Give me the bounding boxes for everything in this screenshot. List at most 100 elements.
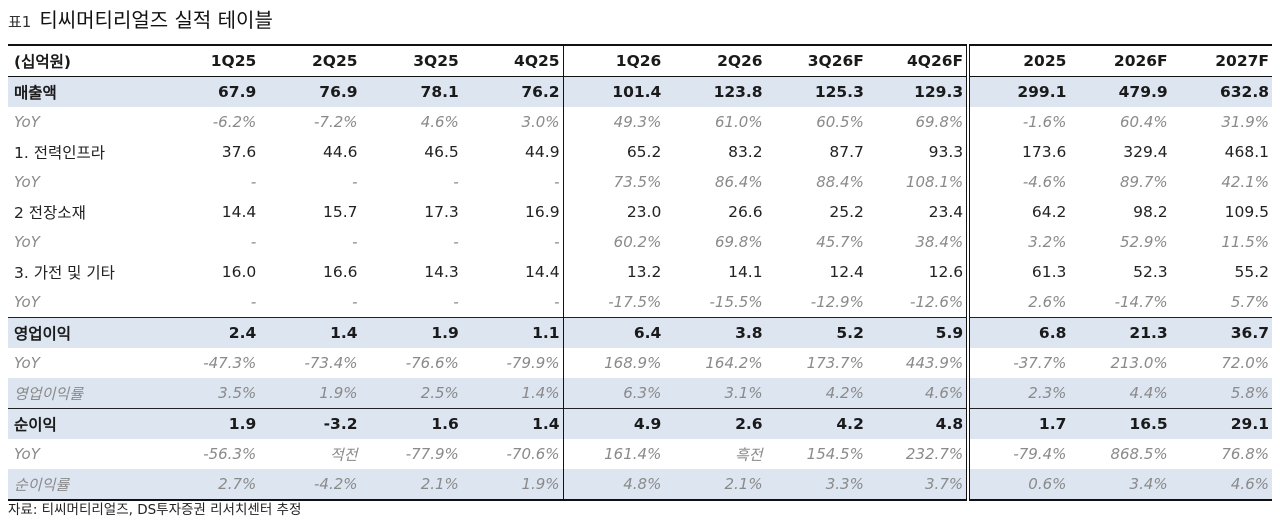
table-cell: 72.0%	[1221, 354, 1269, 372]
table-cell: 흑전	[734, 445, 763, 464]
table-cell: 14.4	[525, 263, 560, 281]
table-cell: 1.9	[158, 408, 260, 439]
table-cell: 168.9%	[562, 348, 665, 378]
header-2q25: 2Q25	[259, 44, 361, 77]
table-cell: -79.4%	[966, 439, 1070, 469]
table-cell: 1.9%	[259, 378, 361, 409]
table-cell: -	[352, 233, 358, 251]
table-cell: 17.3	[424, 203, 459, 221]
table-cell: 44.9	[525, 143, 560, 161]
table-cell: 868.5%	[1110, 445, 1168, 463]
table-cell: 4.6%	[420, 113, 459, 131]
table-row: 영업이익 2.4 1.4 1.9 1.1 6.4 3.8 5.2 5.9 6.8 21.3 36.7	[8, 317, 1272, 348]
table-cell: 76.8%	[1221, 445, 1269, 463]
table-cell: -	[453, 293, 459, 311]
table-cell: -	[453, 233, 459, 251]
table-cell: 12.6	[928, 263, 964, 281]
table-cell: 1.4%	[461, 378, 564, 409]
table-cell: 14.4	[221, 203, 257, 221]
table-cell: 21.3	[1069, 317, 1171, 348]
table-cell: -76.6%	[405, 354, 459, 372]
table-cell: 468.1	[1224, 143, 1269, 161]
table-cell: 4.2%	[765, 378, 867, 409]
table-cell: 4.4%	[1069, 378, 1171, 409]
table-cell: -	[554, 173, 560, 191]
table-cell: 11.5%	[1221, 233, 1269, 251]
table-cell: 23.4	[928, 203, 964, 221]
header-2026f: 2026F	[1069, 44, 1171, 77]
table-cell: 2.3%	[966, 378, 1070, 409]
table-cell: 2.6	[664, 408, 766, 439]
table-cell: 83.2	[728, 143, 763, 161]
table-cell: 2.7%	[158, 469, 260, 501]
table-cell: 213.0%	[1110, 354, 1168, 372]
header-3q26f: 3Q26F	[765, 44, 867, 77]
table-cell: 109.5	[1224, 203, 1269, 221]
row-label: YoY	[14, 173, 40, 191]
table-cell: 52.9%	[1120, 233, 1168, 251]
table-cell: 23.0	[562, 197, 665, 227]
table-cell: 61.0%	[714, 113, 763, 131]
table-cell: -	[554, 233, 560, 251]
row-label: 1. 전력인프라	[14, 144, 106, 162]
table-cell: 69.8%	[714, 233, 763, 251]
table-cell: 38.4%	[915, 233, 964, 251]
table-body: 매출액 67.9 76.9 78.1 76.2 101.4 123.8 125.3 129.3 2…	[8, 76, 1272, 501]
table-cell: 3.8	[664, 317, 766, 348]
table-row: 1. 전력인프라 37.6 44.6 46.5 44.9 65.2 83.2 87.7 93.3…	[8, 137, 1272, 167]
table-cell: 16.5	[1069, 408, 1171, 439]
table-cell: 329.4	[1123, 143, 1168, 161]
table-cell: 6.4	[562, 317, 665, 348]
table-cell: 37.6	[221, 143, 257, 161]
table-cell: 16.0	[221, 263, 257, 281]
row-label: 매출액	[8, 76, 158, 107]
table-cell: 3.7%	[866, 469, 969, 501]
table-cell: 129.3	[866, 76, 969, 107]
table-cell: 1.4	[259, 317, 361, 348]
header-unit: (십억원)	[8, 44, 158, 77]
table-cell: 1.1	[461, 317, 564, 348]
table-row: 2 전장소재 14.4 15.7 17.3 16.9 23.0 26.6 25.2 23.4 64…	[8, 197, 1272, 227]
row-label: YoY	[14, 113, 40, 131]
table-cell: -	[352, 173, 358, 191]
header-2q26: 2Q26	[664, 44, 766, 77]
table-cell: 123.8	[664, 76, 766, 107]
table-cell: 76.9	[259, 76, 361, 107]
row-label: 순이익	[8, 408, 158, 439]
row-label: 순이익률	[8, 469, 158, 501]
table-cell: -6.2%	[212, 113, 257, 131]
table-cell: -56.3%	[203, 445, 257, 463]
table-cell: 1.9	[360, 317, 462, 348]
table-cell: 1.9%	[461, 469, 564, 501]
table-row: YoY -6.2% -7.2% 4.6% 3.0% 49.3% 61.0% 60.5% 69.8…	[8, 107, 1272, 137]
table-cell: 3.3%	[765, 469, 867, 501]
row-label: YoY	[14, 445, 40, 463]
row-label: 3. 가전 및 기타	[14, 264, 115, 282]
table-row: YoY - - - - -17.5% -15.5% -12.9% -12.6% 2.6% -14.7…	[8, 287, 1272, 318]
table-cell: 49.3%	[562, 107, 665, 137]
table-cell: 14.1	[728, 263, 763, 281]
table-cell: 52.3	[1133, 263, 1168, 281]
table-row: YoY - - - -60.2% 69.8% 45.7% 38.4% 3.2% 52.9% 11.5…	[8, 227, 1272, 257]
header-4q26f: 4Q26F	[866, 44, 969, 77]
table-cell: 2.6%	[966, 287, 1070, 318]
table-cell: 36.7	[1170, 317, 1272, 348]
table-title: 표1 티씨머티리얼즈 실적 테이블	[8, 4, 273, 36]
table-cell: -3.2	[259, 408, 361, 439]
table-row: 영업이익률 3.5% 1.9% 2.5% 1.4% 6.3% 3.1% 4.2% 4.6% 2.3…	[8, 378, 1272, 409]
table-cell: 2.5%	[360, 378, 462, 409]
table-cell: -	[250, 233, 257, 251]
header-4q25: 4Q25	[461, 44, 564, 77]
table-header-row: (십억원) 1Q25 2Q25 3Q25 4Q25 1Q26 2Q26 3Q26…	[8, 44, 1272, 77]
table-cell: 3.5%	[158, 378, 260, 409]
source-note: 자료: 티씨머티리얼즈, DS투자증권 리서치센터 추정	[8, 502, 302, 518]
table-cell: 89.7%	[1120, 173, 1168, 191]
table-cell: 299.1	[966, 76, 1070, 107]
table-cell: -17.5%	[562, 287, 665, 318]
table-cell: 14.3	[424, 263, 459, 281]
table-cell: -79.9%	[506, 354, 560, 372]
table-cell: -77.9%	[405, 445, 459, 463]
row-label: 영업이익률	[8, 378, 158, 409]
table-cell: 161.4%	[562, 439, 665, 469]
header-3q25: 3Q25	[360, 44, 462, 77]
